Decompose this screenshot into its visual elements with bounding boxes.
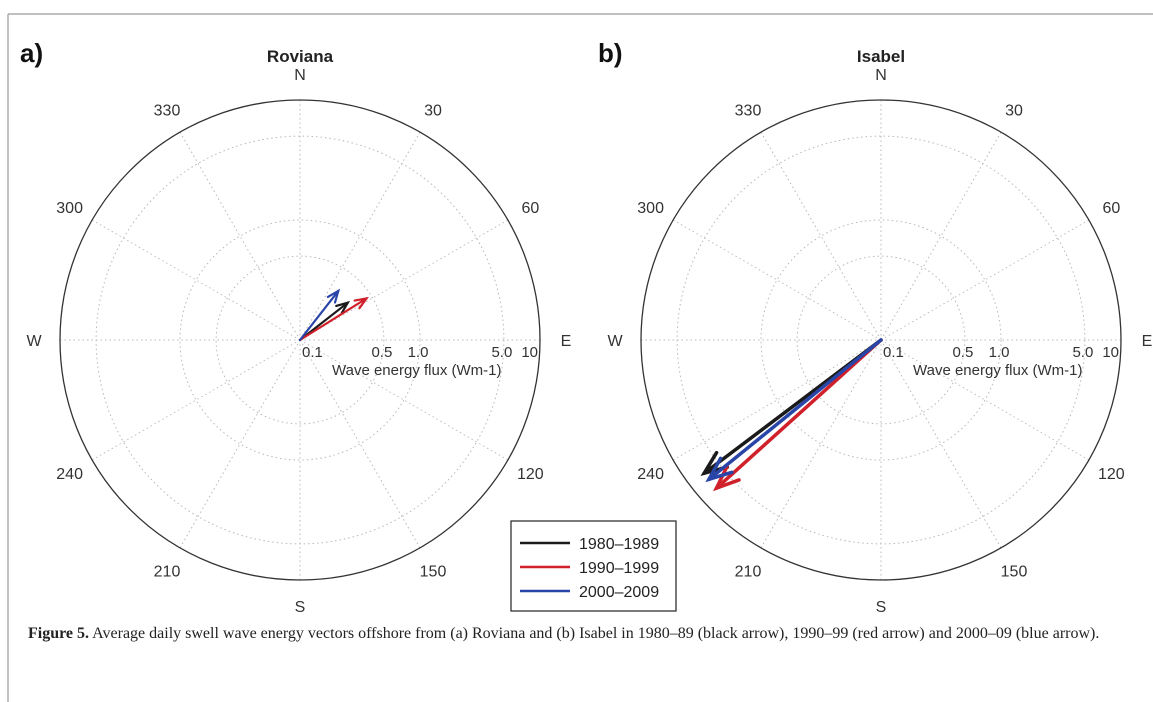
vector-shaft [298,289,340,342]
vector-arrowhead [326,288,341,304]
angular-tick-label: 210 [154,563,181,580]
vector-shaft [298,297,368,342]
angular-tick-label: 300 [56,200,83,217]
radial-tick-label: 1.0 [408,344,429,361]
angular-gridline [760,339,882,549]
angular-tick-label: N [294,67,306,84]
legend-entry-label: 1990–1999 [579,560,659,577]
radial-axis-label: Wave energy flux (Wm-1) [913,362,1082,379]
radial-tick-label: 0.5 [952,344,973,361]
angular-gridline [299,339,509,461]
angular-gridline [179,131,301,341]
angular-tick-label: 60 [1102,200,1120,217]
angular-gridline [91,339,301,461]
angular-gridline [672,339,882,461]
angular-gridline [91,219,301,341]
radial-tick-label: 1.0 [989,344,1010,361]
angular-tick-label: 30 [1005,103,1023,120]
legend-box [510,520,677,612]
angular-gridline [299,219,509,341]
angular-tick-label: 150 [420,563,447,580]
angular-tick-label: 60 [521,200,539,217]
legend-entry-label: 2000–2009 [579,584,659,601]
angular-gridline [672,219,882,341]
radial-gridline [796,255,966,425]
radial-gridline [676,135,1086,545]
legend-items: 1980–1989 1990–1999 2000–2009 [520,536,659,601]
radial-tick-label: 0.5 [371,344,392,361]
angular-tick-label: 330 [154,103,181,120]
vector-shaft [714,338,883,490]
panel-tag: a) [20,38,43,68]
vector-arrowhead [335,300,351,315]
figure-caption: Figure 5. Average daily swell wave energ… [28,623,1128,644]
angular-gridline [880,339,1090,461]
radial-gridline [179,219,421,461]
angular-tick-label: 240 [56,466,83,483]
polar-outer-circle [59,99,541,581]
radial-tick-label: 0.1 [302,344,323,361]
radial-gridline [215,255,385,425]
vector-arrowhead [353,296,369,310]
radial-tick-label: 0.1 [883,344,904,361]
caption-label: Figure 5. [28,625,90,642]
angular-tick-label: S [876,599,887,616]
vector-shaft [707,338,883,482]
angular-tick-label: N [875,67,887,84]
angular-tick-label: W [26,333,42,350]
radial-tick-label: 10 [1102,344,1119,361]
panel-title: Roviana [267,47,334,66]
radial-tick-label: 5.0 [1072,344,1093,361]
radial-gridline [95,135,505,545]
angular-tick-label: 240 [637,466,664,483]
angular-tick-label: 30 [424,103,442,120]
radial-axis-label: Wave energy flux (Wm-1) [332,362,501,379]
angular-tick-label: W [607,333,623,350]
angular-gridline [760,131,882,341]
legend: 1980–1989 1990–1999 2000–2009 [510,520,677,612]
panel-tag: b) [598,38,623,68]
angular-tick-label: E [1142,333,1153,350]
polar-outer-circle [640,99,1122,581]
angular-tick-label: 300 [637,200,664,217]
angular-tick-label: E [561,333,572,350]
angular-tick-label: 330 [735,103,762,120]
radial-gridline [760,219,1002,461]
angular-tick-label: 150 [1001,563,1028,580]
legend-entry-label: 1980–1989 [579,536,659,553]
angular-gridline [880,219,1090,341]
panel-title: Isabel [857,47,905,66]
radial-tick-label: 5.0 [491,344,512,361]
vector-arrowhead [705,456,734,483]
radial-tick-label: 10 [521,344,538,361]
angular-tick-label: 120 [517,466,544,483]
angular-tick-label: 120 [1098,466,1125,483]
angular-tick-label: 210 [735,563,762,580]
angular-gridline [179,339,301,549]
angular-tick-label: S [295,599,306,616]
caption-text: Average daily swell wave energy vectors … [89,625,1100,642]
